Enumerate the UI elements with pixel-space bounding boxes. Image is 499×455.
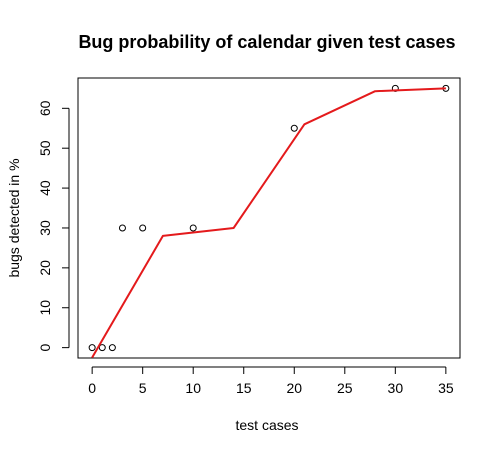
x-tick-label: 5 <box>139 380 147 396</box>
x-axis-title: test cases <box>235 417 298 433</box>
y-tick-label: 10 <box>37 300 53 316</box>
y-tick-label: 0 <box>37 344 53 352</box>
y-tick-label: 50 <box>37 140 53 156</box>
y-tick-label: 30 <box>37 220 53 236</box>
x-tick-label: 20 <box>286 380 302 396</box>
x-tick-label: 35 <box>438 380 454 396</box>
x-tick-label: 25 <box>337 380 353 396</box>
x-tick-label: 15 <box>236 380 252 396</box>
y-tick-label: 40 <box>37 180 53 196</box>
x-tick-label: 30 <box>388 380 404 396</box>
y-axis: 0 10 20 30 40 50 60 <box>37 100 70 352</box>
y-tick-label: 60 <box>37 100 53 116</box>
data-point <box>108 344 116 352</box>
data-point <box>118 224 126 232</box>
y-tick-label: 20 <box>37 260 53 276</box>
x-tick-label: 0 <box>88 380 96 396</box>
data-point <box>290 124 298 132</box>
y-axis-title: bugs detected in % <box>6 158 22 277</box>
x-axis: 0 5 10 15 20 25 30 35 <box>88 366 454 396</box>
chart-title: Bug probability of calendar given test c… <box>78 32 455 52</box>
data-point <box>88 344 96 352</box>
data-point <box>139 224 147 232</box>
x-tick-label: 10 <box>185 380 201 396</box>
data-point <box>189 224 197 232</box>
plot-area-border <box>77 77 461 359</box>
series-layer <box>88 84 450 359</box>
fitted-line-series <box>91 87 446 359</box>
data-point <box>98 344 106 352</box>
